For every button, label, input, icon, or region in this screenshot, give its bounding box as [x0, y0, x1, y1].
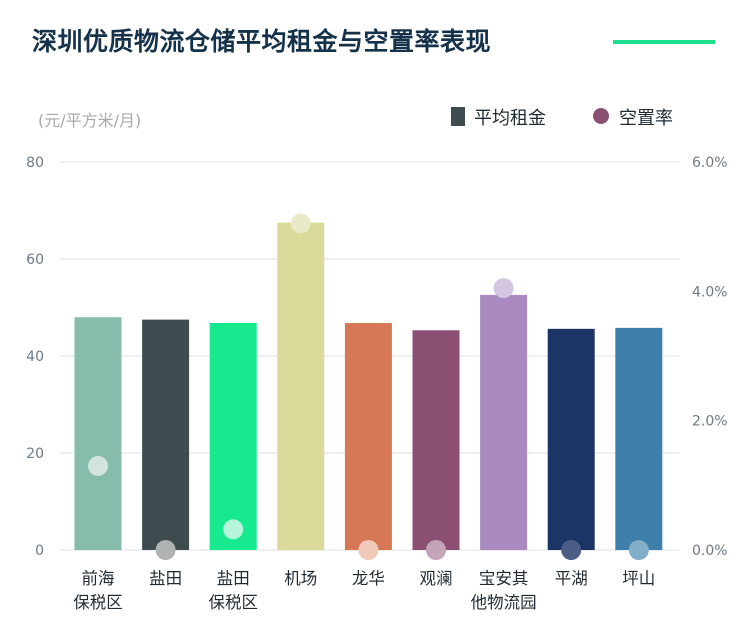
vacancy-point: [628, 540, 649, 560]
rent-bar: [615, 327, 663, 550]
category-label: 坪山: [622, 569, 655, 588]
title-accent-line: [613, 40, 715, 44]
chart-title: 深圳优质物流仓储平均租金与空置率表现: [32, 27, 492, 56]
rent-bar: [547, 328, 595, 550]
right-tick-label: 4.0%: [692, 284, 728, 300]
category-label: 盐田保税区: [208, 569, 258, 612]
vacancy-point: [155, 540, 176, 560]
right-tick-label: 2.0%: [692, 414, 728, 430]
legend-vacancy-swatch: [593, 108, 609, 124]
vacancy-point: [88, 455, 108, 476]
legend-rent-swatch: [451, 107, 465, 126]
category-label: 宝安其他物流园: [471, 569, 537, 612]
y-axis-unit-label: (元/平方米/月): [38, 111, 141, 130]
left-tick-label: 0: [35, 543, 44, 559]
vacancy-point: [223, 519, 244, 540]
vacancy-point: [358, 540, 379, 560]
rent-bar: [480, 294, 528, 550]
left-axis-ticks: 0 20 40 60 80: [26, 155, 44, 559]
rent-bar: [277, 222, 325, 550]
left-tick-label: 80: [26, 155, 44, 171]
left-tick-label: 20: [26, 446, 44, 462]
legend: 平均租金 空置率: [451, 107, 673, 129]
legend-vacancy-label: 空置率: [619, 108, 673, 129]
right-tick-label: 6.0%: [692, 155, 728, 171]
vacancy-point: [426, 540, 446, 560]
category-label: 前海保税区: [73, 569, 123, 612]
rent-bar: [142, 319, 190, 550]
vacancy-point: [493, 278, 514, 299]
vacancy-point: [290, 213, 311, 234]
category-label: 观澜: [420, 569, 453, 588]
category-label: 盐田: [149, 569, 182, 588]
rent-bar: [74, 317, 122, 550]
left-tick-label: 60: [26, 252, 44, 268]
rent-bar: [412, 330, 460, 550]
right-tick-label: 0.0%: [692, 543, 728, 559]
legend-rent-label: 平均租金: [474, 108, 546, 129]
right-axis-ticks: 0.0% 2.0% 4.0% 6.0%: [692, 155, 728, 559]
vacancy-series: [88, 213, 649, 560]
category-label: 机场: [284, 569, 317, 588]
vacancy-point: [561, 540, 582, 560]
left-tick-label: 40: [26, 349, 44, 365]
rent-bar: [209, 323, 257, 550]
bar-series: [74, 222, 663, 550]
category-label: 平湖: [555, 569, 588, 588]
category-label: 龙华: [352, 569, 385, 588]
rent-bar: [344, 323, 392, 550]
